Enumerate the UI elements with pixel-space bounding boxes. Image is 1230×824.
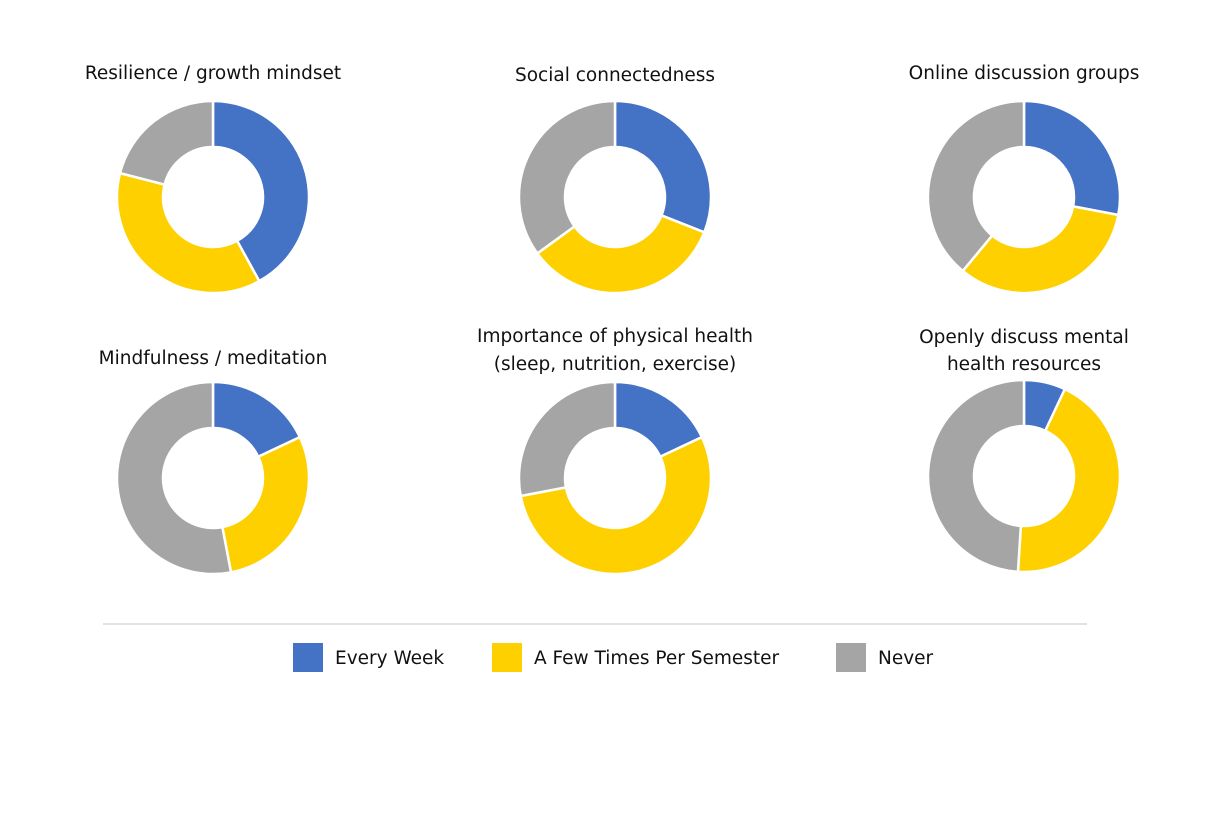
donut-chart-5: Importance of physical health (sleep, nut… (477, 326, 753, 576)
legend-swatch (836, 643, 866, 672)
donut-slice-a-few-times-per-semester (519, 435, 713, 576)
donut-slice-a-few-times-per-semester (220, 435, 311, 574)
chart-title: Resilience / growth mindset (85, 63, 341, 84)
donut-slice-never (517, 99, 617, 256)
chart-title: Openly discuss mental (919, 327, 1129, 348)
donut-chart-6: Openly discuss mental health resources (919, 327, 1129, 574)
chart-title: (sleep, nutrition, exercise) (494, 354, 736, 375)
donut-chart-3: Online discussion groups (909, 63, 1140, 295)
chart-title: Online discussion groups (909, 63, 1140, 84)
donut-slice-a-few-times-per-semester (961, 204, 1120, 295)
donut-slice-every-week (211, 99, 311, 283)
donut-slice-never (115, 380, 233, 576)
donut-chart-4: Mindfulness / meditation (99, 348, 328, 576)
legend: Every Week A Few Times Per Semester Never (293, 643, 934, 672)
donut-chart-1: Resilience / growth mindset (85, 63, 341, 295)
legend-item: Every Week (293, 643, 444, 672)
legend-swatch (492, 643, 522, 672)
donut-slice-every-week (1022, 99, 1122, 217)
legend-item: Never (836, 643, 934, 672)
legend-label: A Few Times Per Semester (534, 648, 780, 669)
chart-title: Importance of physical health (477, 326, 753, 347)
donut-slice-every-week (613, 99, 713, 234)
donut-slice-never (517, 380, 617, 498)
chart-title: health resources (947, 354, 1101, 375)
legend-label: Never (878, 648, 934, 669)
donut-slice-a-few-times-per-semester (115, 171, 261, 295)
donut-slice-never (926, 378, 1026, 574)
legend-item: A Few Times Per Semester (492, 643, 780, 672)
donut-slice-never (118, 99, 215, 187)
donut-slice-a-few-times-per-semester (1016, 387, 1122, 574)
legend-label: Every Week (335, 648, 444, 669)
donut-chart-2: Social connectedness (515, 65, 715, 295)
donut-slice-a-few-times-per-semester (535, 213, 706, 295)
donut-slice-never (926, 99, 1026, 273)
legend-swatch (293, 643, 323, 672)
chart-title: Social connectedness (515, 65, 715, 86)
chart-title: Mindfulness / meditation (99, 348, 328, 369)
